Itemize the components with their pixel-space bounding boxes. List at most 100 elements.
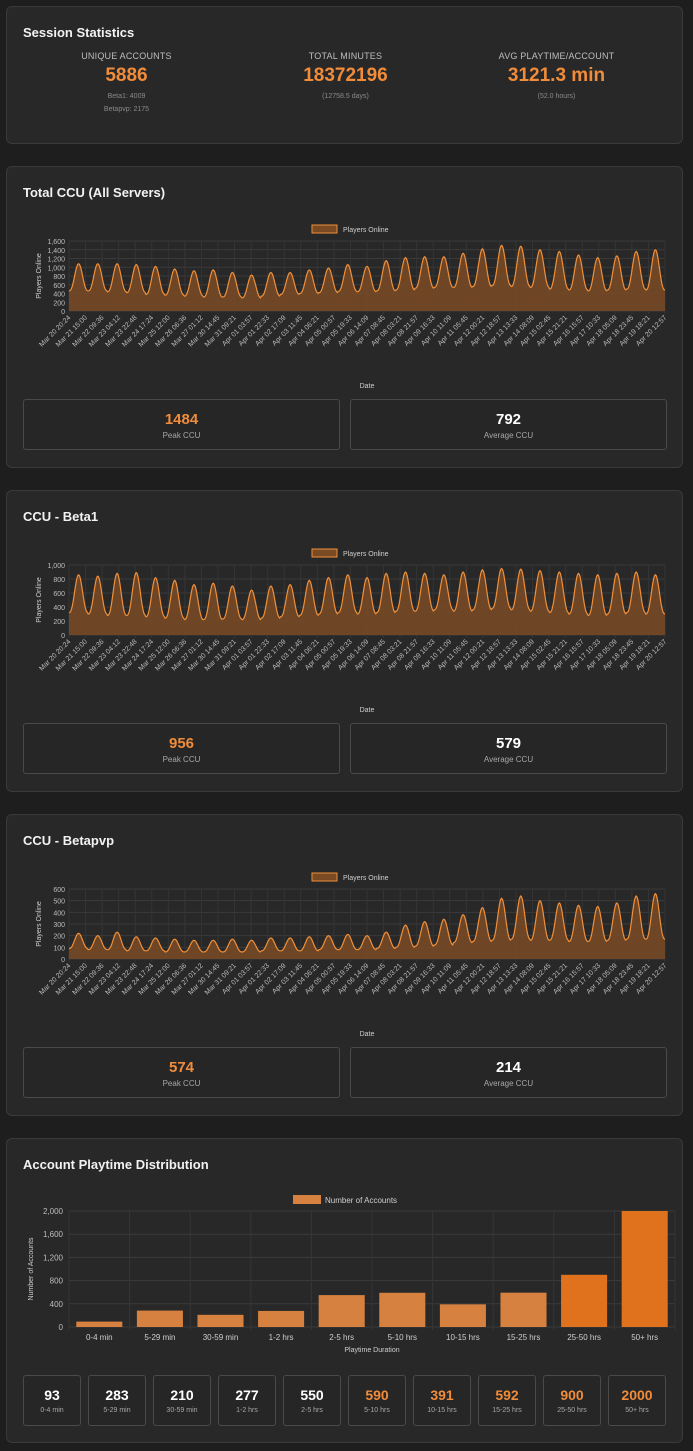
legend: Players Online xyxy=(311,224,389,234)
unique-accounts-value: 5886 xyxy=(105,65,148,86)
y-tick-label: 0 xyxy=(61,633,65,640)
x-tick-label: 50+ hrs xyxy=(631,1333,658,1342)
ccu-beta1-peak-label: Peak CCU xyxy=(162,755,201,764)
legend-label: Number of Accounts xyxy=(325,1196,397,1205)
avg-playtime-stat: AVG PLAYTIME/ACCOUNT 3121.3 min (52.0 ho… xyxy=(444,51,669,101)
y-axis-title: Players Online xyxy=(36,577,43,623)
y-tick-label: 200 xyxy=(53,300,65,307)
unique-accounts-beta1: Beta1: 4009 xyxy=(107,93,146,100)
total-minutes-days: (12758.5 days) xyxy=(322,93,369,100)
ccu-beta1-peak-box: 956 Peak CCU xyxy=(23,723,340,774)
ccu-beta1-card: CCU - Beta1 Players Online 0 200 400 600 800 1… xyxy=(6,490,683,792)
distribution-box-value: 210 xyxy=(170,1387,194,1403)
distribution-box: 210 30-59 min xyxy=(153,1375,211,1426)
x-tick-label: 30-59 min xyxy=(203,1333,239,1342)
distribution-box-value: 900 xyxy=(560,1387,584,1403)
legend-swatch xyxy=(311,224,338,234)
y-tick-label: 1,600 xyxy=(47,239,65,246)
y-tick-label: 1,000 xyxy=(47,265,65,272)
session-stats-card: Session Statistics UNIQUE ACCOUNTS 5886 … xyxy=(6,6,683,144)
distribution-box: 900 25-50 hrs xyxy=(543,1375,601,1426)
x-tick-label: 5-29 min xyxy=(144,1333,175,1342)
ccu-beta1-avg-box: 579 Average CCU xyxy=(350,723,667,774)
x-tick-label: 10-15 hrs xyxy=(446,1333,480,1342)
series-line xyxy=(68,892,666,953)
y-tick-label: 0 xyxy=(59,1323,64,1332)
ccu-total-peak-label: Peak CCU xyxy=(162,431,201,440)
y-tick-label: 200 xyxy=(53,934,65,941)
y-tick-label: 400 xyxy=(50,1300,64,1309)
ccu-betapvp-peak-value: 574 xyxy=(168,1059,195,1076)
distribution-box: 277 1-2 hrs xyxy=(218,1375,276,1426)
unique-accounts-label: UNIQUE ACCOUNTS xyxy=(81,51,172,61)
distribution-box-label: 1-2 hrs xyxy=(236,1407,258,1414)
ccu-betapvp-peak-label: Peak CCU xyxy=(162,1079,201,1088)
y-tick-label: 1,600 xyxy=(43,1230,64,1239)
distribution-box: 590 5-10 hrs xyxy=(348,1375,406,1426)
ccu-betapvp-avg-value: 214 xyxy=(495,1059,522,1076)
avg-playtime-value: 3121.3 min xyxy=(507,65,606,86)
ccu-betapvp-avg-label: Average CCU xyxy=(483,1079,534,1088)
distribution-box-value: 277 xyxy=(235,1387,259,1403)
ccu-beta1-peak-value: 956 xyxy=(168,735,195,752)
y-tick-label: 600 xyxy=(53,887,65,894)
distribution-card: Account Playtime Distribution Number of … xyxy=(6,1138,683,1443)
bar xyxy=(379,1292,426,1327)
y-tick-label: 400 xyxy=(53,910,65,917)
y-tick-label: 0 xyxy=(61,309,65,316)
distribution-box: 283 5-29 min xyxy=(88,1375,146,1426)
y-axis-title: Number of Accounts xyxy=(28,1237,35,1301)
distribution-box-label: 25-50 hrs xyxy=(557,1407,587,1414)
x-tick-label: 0-4 min xyxy=(86,1333,113,1342)
bar xyxy=(561,1274,608,1327)
y-tick-label: 300 xyxy=(53,922,65,929)
distribution-box-label: 2-5 hrs xyxy=(301,1407,323,1414)
distribution-box-value: 590 xyxy=(365,1387,389,1403)
y-tick-label: 800 xyxy=(50,1277,64,1286)
avg-playtime-hours: (52.0 hours) xyxy=(537,93,576,100)
legend-label: Players Online xyxy=(343,551,389,558)
y-tick-label: 1,200 xyxy=(43,1253,64,1262)
avg-playtime-label: AVG PLAYTIME/ACCOUNT xyxy=(498,51,615,61)
bar xyxy=(136,1310,183,1327)
y-tick-label: 800 xyxy=(53,274,65,281)
y-tick-label: 400 xyxy=(53,605,65,612)
distribution-box-label: 30-59 min xyxy=(166,1407,198,1414)
x-tick-label: 15-25 hrs xyxy=(507,1333,541,1342)
x-axis-title: Date xyxy=(360,383,375,390)
series-line xyxy=(68,244,666,299)
y-tick-label: 1,000 xyxy=(47,563,65,570)
ccu-total-peak-box: 1484 Peak CCU xyxy=(23,399,340,450)
bar xyxy=(76,1321,123,1327)
legend: Number of Accounts xyxy=(293,1195,397,1205)
series-area xyxy=(69,893,665,959)
x-tick-label: 1-2 hrs xyxy=(269,1333,294,1342)
distribution-box-label: 0-4 min xyxy=(40,1407,64,1414)
ccu-beta1-title: CCU - Beta1 xyxy=(23,509,99,524)
bar xyxy=(318,1295,365,1327)
distribution-box-label: 10-15 hrs xyxy=(427,1407,457,1414)
y-tick-label: 200 xyxy=(53,619,65,626)
distribution-box-value: 2000 xyxy=(621,1387,653,1403)
y-axis-title: Players Online xyxy=(36,901,43,947)
ccu-betapvp-avg-box: 214 Average CCU xyxy=(350,1047,667,1098)
distribution-box-value: 93 xyxy=(44,1387,60,1403)
session-stats-title: Session Statistics xyxy=(23,25,135,40)
y-tick-label: 600 xyxy=(53,591,65,598)
x-tick-label: 25-50 hrs xyxy=(567,1333,601,1342)
ccu-total-avg-value: 792 xyxy=(495,411,522,428)
bar xyxy=(439,1304,486,1327)
series-area xyxy=(69,245,665,311)
y-axis-title: Players Online xyxy=(36,253,43,299)
distribution-box-value: 550 xyxy=(300,1387,324,1403)
bar xyxy=(258,1310,305,1327)
distribution-box: 93 0-4 min xyxy=(23,1375,81,1426)
ccu-betapvp-peak-box: 574 Peak CCU xyxy=(23,1047,340,1098)
legend: Players Online xyxy=(311,872,389,882)
legend: Players Online xyxy=(311,548,389,558)
distribution-box: 592 15-25 hrs xyxy=(478,1375,536,1426)
ccu-total-card: Total CCU (All Servers) Players Online 0 2… xyxy=(6,166,683,468)
distribution-box: 550 2-5 hrs xyxy=(283,1375,341,1426)
